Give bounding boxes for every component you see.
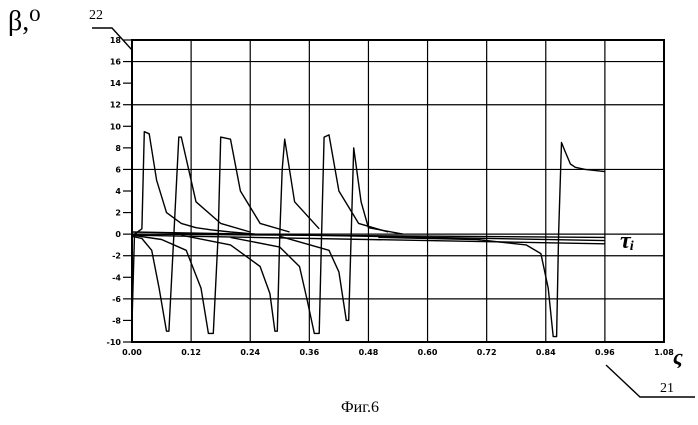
plot-frame <box>132 40 664 342</box>
x-tick-label: 0.84 <box>536 348 556 357</box>
y-tick-label: 4 <box>115 187 121 196</box>
y-tick-label: 14 <box>110 79 122 88</box>
x-tick-label: 0.36 <box>299 348 319 357</box>
y-tick-label: 6 <box>115 165 121 174</box>
x-tick-label: 0.48 <box>359 348 379 357</box>
x-tick-label: 0.00 <box>122 348 142 357</box>
x-tick-label: 0.60 <box>418 348 438 357</box>
y-tick-label: 2 <box>115 209 121 218</box>
ref-label-21: 21 <box>660 381 674 396</box>
x-tick-label: 0.96 <box>595 348 615 357</box>
y-tick-label: 10 <box>110 122 122 131</box>
y-tick-label: -10 <box>107 338 122 347</box>
y-axis-label: β,⁰ <box>8 6 40 37</box>
curve-label: τᵢ <box>620 228 635 254</box>
ref-leader-21 <box>606 365 695 397</box>
x-tick-label: 1.08 <box>654 348 674 357</box>
y-tick-label: 12 <box>110 101 121 110</box>
y-tick-label: -6 <box>112 295 121 304</box>
x-tick-label: 0.24 <box>240 348 260 357</box>
x-tick-label: 0.12 <box>181 348 201 357</box>
y-axis-ticks: 181614121086420-2-4-6-8-10 <box>107 36 132 347</box>
figure-caption: Фиг.6 <box>341 399 379 416</box>
ref-label-22: 22 <box>89 8 103 23</box>
y-tick-label: -8 <box>112 316 121 325</box>
series-line-pulse-1 <box>132 132 255 323</box>
y-tick-label: 16 <box>110 58 122 67</box>
y-tick-label: 0 <box>115 230 121 239</box>
y-tick-label: -4 <box>112 273 121 282</box>
grid-lines <box>132 40 664 342</box>
y-tick-label: -2 <box>112 252 121 261</box>
x-axis-ticks: 0.00 0.12 0.24 0.36 0.48 0.60 0.72 0.84 0.96 1.08 <box>122 348 674 357</box>
x-axis-label: ς <box>673 344 683 369</box>
y-tick-label: 8 <box>115 144 121 153</box>
x-tick-label: 0.72 <box>477 348 497 357</box>
